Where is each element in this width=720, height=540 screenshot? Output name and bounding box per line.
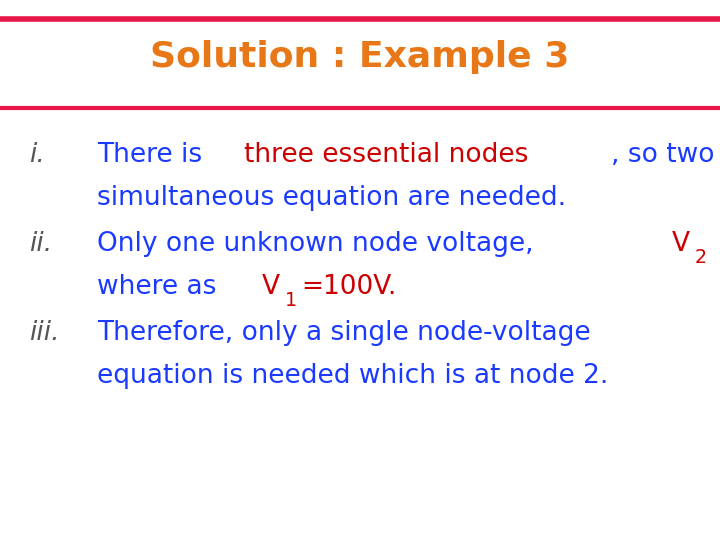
Text: i.: i. <box>29 142 45 168</box>
Text: V: V <box>671 231 689 257</box>
Text: three essential nodes: three essential nodes <box>243 142 528 168</box>
Text: where as: where as <box>97 274 225 300</box>
Text: equation is needed which is at node 2.: equation is needed which is at node 2. <box>97 363 608 389</box>
Text: 2: 2 <box>695 248 706 267</box>
Text: =100V.: =100V. <box>301 274 396 300</box>
Text: Solution : Example 3: Solution : Example 3 <box>150 40 570 73</box>
Text: There is: There is <box>97 142 211 168</box>
Text: 1: 1 <box>285 291 297 310</box>
Text: Only one unknown node voltage,: Only one unknown node voltage, <box>97 231 542 257</box>
Text: simultaneous equation are needed.: simultaneous equation are needed. <box>97 185 567 211</box>
Text: , so two: , so two <box>611 142 714 168</box>
Text: iii.: iii. <box>29 320 59 346</box>
Text: ii.: ii. <box>29 231 52 257</box>
Text: V: V <box>262 274 280 300</box>
Text: Therefore, only a single node-voltage: Therefore, only a single node-voltage <box>97 320 591 346</box>
